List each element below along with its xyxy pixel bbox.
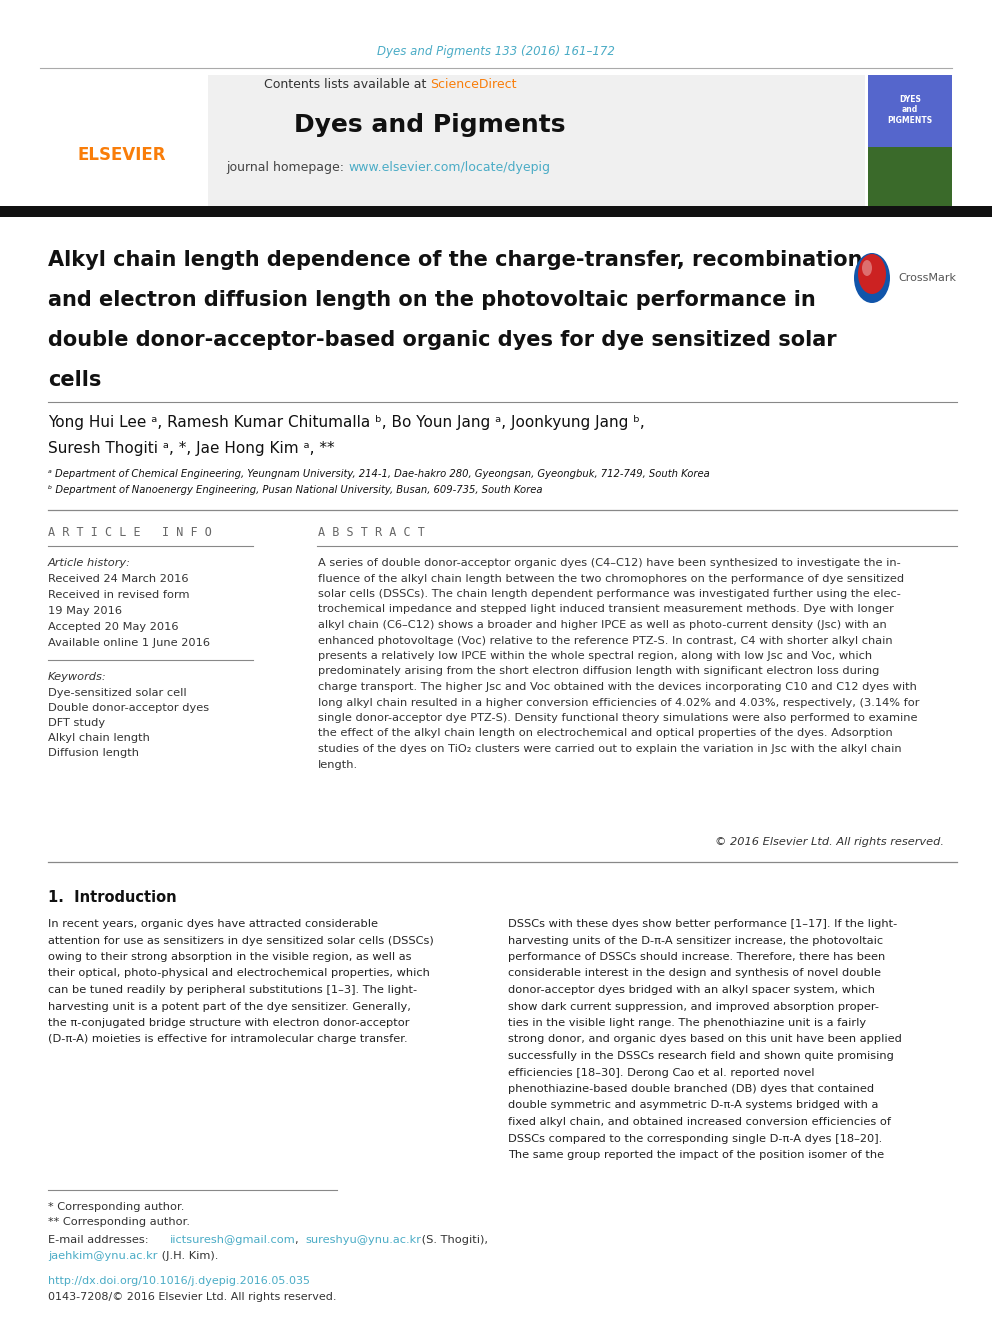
Text: the effect of the alkyl chain length on electrochemical and optical properties o: the effect of the alkyl chain length on … <box>318 729 893 738</box>
Text: sureshyu@ynu.ac.kr: sureshyu@ynu.ac.kr <box>305 1234 421 1245</box>
Text: length.: length. <box>318 759 358 770</box>
Text: In recent years, organic dyes have attracted considerable: In recent years, organic dyes have attra… <box>48 919 378 929</box>
Text: Suresh Thogiti ᵃ, *, Jae Hong Kim ᵃ, **: Suresh Thogiti ᵃ, *, Jae Hong Kim ᵃ, ** <box>48 441 334 455</box>
Text: the π-conjugated bridge structure with electron donor-acceptor: the π-conjugated bridge structure with e… <box>48 1017 410 1028</box>
Text: ScienceDirect: ScienceDirect <box>430 78 517 91</box>
Text: harvesting units of the D-π-A sensitizer increase, the photovoltaic: harvesting units of the D-π-A sensitizer… <box>508 935 883 946</box>
Text: performance of DSSCs should increase. Therefore, there has been: performance of DSSCs should increase. Th… <box>508 953 885 962</box>
Text: show dark current suppression, and improved absorption proper-: show dark current suppression, and impro… <box>508 1002 879 1012</box>
Text: E-mail addresses:: E-mail addresses: <box>48 1234 152 1245</box>
FancyBboxPatch shape <box>40 75 208 206</box>
Text: (S. Thogiti),: (S. Thogiti), <box>418 1234 488 1245</box>
Text: their optical, photo-physical and electrochemical properties, which: their optical, photo-physical and electr… <box>48 968 430 979</box>
Text: Contents lists available at: Contents lists available at <box>264 78 430 91</box>
Text: can be tuned readily by peripheral substitutions [1–3]. The light-: can be tuned readily by peripheral subst… <box>48 986 417 995</box>
Text: solar cells (DSSCs). The chain length dependent performance was investigated fur: solar cells (DSSCs). The chain length de… <box>318 589 901 599</box>
Text: (D-π-A) moieties is effective for intramolecular charge transfer.: (D-π-A) moieties is effective for intram… <box>48 1035 408 1044</box>
Text: strong donor, and organic dyes based on this unit have been applied: strong donor, and organic dyes based on … <box>508 1035 902 1044</box>
Text: DSSCs with these dyes show better performance [1–17]. If the light-: DSSCs with these dyes show better perfor… <box>508 919 897 929</box>
Text: DYES
and
PIGMENTS: DYES and PIGMENTS <box>888 95 932 124</box>
Text: owing to their strong absorption in the visible region, as well as: owing to their strong absorption in the … <box>48 953 412 962</box>
Text: harvesting unit is a potent part of the dye sensitizer. Generally,: harvesting unit is a potent part of the … <box>48 1002 411 1012</box>
Text: A series of double donor-acceptor organic dyes (C4–C12) have been synthesized to: A series of double donor-acceptor organi… <box>318 558 901 568</box>
Text: CrossMark: CrossMark <box>898 273 956 283</box>
Text: http://dx.doi.org/10.1016/j.dyepig.2016.05.035: http://dx.doi.org/10.1016/j.dyepig.2016.… <box>48 1275 310 1286</box>
Text: Received 24 March 2016: Received 24 March 2016 <box>48 574 188 583</box>
Text: ** Corresponding author.: ** Corresponding author. <box>48 1217 190 1226</box>
Text: considerable interest in the design and synthesis of novel double: considerable interest in the design and … <box>508 968 881 979</box>
Text: fixed alkyl chain, and obtained increased conversion efficiencies of: fixed alkyl chain, and obtained increase… <box>508 1117 891 1127</box>
Text: predominately arising from the short electron diffusion length with significant : predominately arising from the short ele… <box>318 667 879 676</box>
Text: jaehkim@ynu.ac.kr: jaehkim@ynu.ac.kr <box>48 1252 158 1261</box>
Ellipse shape <box>854 253 890 303</box>
Text: journal homepage:: journal homepage: <box>226 161 348 175</box>
Text: ELSEVIER: ELSEVIER <box>77 146 167 164</box>
Text: 19 May 2016: 19 May 2016 <box>48 606 122 617</box>
Text: double donor-acceptor-based organic dyes for dye sensitized solar: double donor-acceptor-based organic dyes… <box>48 329 836 351</box>
Text: charge transport. The higher Jsc and Voc obtained with the devices incorporating: charge transport. The higher Jsc and Voc… <box>318 681 917 692</box>
Text: cells: cells <box>48 370 101 390</box>
Text: Keywords:: Keywords: <box>48 672 107 681</box>
Text: enhanced photovoltage (Voc) relative to the reference PTZ-S. In contrast, C4 wit: enhanced photovoltage (Voc) relative to … <box>318 635 893 646</box>
Text: Received in revised form: Received in revised form <box>48 590 189 601</box>
FancyBboxPatch shape <box>868 75 952 206</box>
Text: Accepted 20 May 2016: Accepted 20 May 2016 <box>48 622 179 632</box>
Text: Dyes and Pigments 133 (2016) 161–172: Dyes and Pigments 133 (2016) 161–172 <box>377 45 615 58</box>
Text: iictsuresh@gmail.com: iictsuresh@gmail.com <box>170 1234 296 1245</box>
Text: 0143-7208/© 2016 Elsevier Ltd. All rights reserved.: 0143-7208/© 2016 Elsevier Ltd. All right… <box>48 1293 336 1302</box>
Text: DFT study: DFT study <box>48 718 105 728</box>
Text: (J.H. Kim).: (J.H. Kim). <box>158 1252 218 1261</box>
Text: efficiencies [18–30]. Derong Cao et al. reported novel: efficiencies [18–30]. Derong Cao et al. … <box>508 1068 814 1077</box>
Text: attention for use as sensitizers in dye sensitized solar cells (DSSCs): attention for use as sensitizers in dye … <box>48 935 434 946</box>
Text: single donor-acceptor dye PTZ-S). Density functional theory simulations were als: single donor-acceptor dye PTZ-S). Densit… <box>318 713 918 722</box>
Text: DSSCs compared to the corresponding single D-π-A dyes [18–20].: DSSCs compared to the corresponding sing… <box>508 1134 882 1143</box>
Ellipse shape <box>862 261 872 277</box>
Text: double symmetric and asymmetric D-π-A systems bridged with a: double symmetric and asymmetric D-π-A sy… <box>508 1101 878 1110</box>
Text: The same group reported the impact of the position isomer of the: The same group reported the impact of th… <box>508 1150 884 1160</box>
Text: Diffusion length: Diffusion length <box>48 747 139 758</box>
Ellipse shape <box>858 254 886 294</box>
Text: ᵇ Department of Nanoenergy Engineering, Pusan National University, Busan, 609-73: ᵇ Department of Nanoenergy Engineering, … <box>48 486 543 495</box>
FancyBboxPatch shape <box>868 147 952 206</box>
Text: Dye-sensitized solar cell: Dye-sensitized solar cell <box>48 688 186 699</box>
Text: and electron diffusion length on the photovoltaic performance in: and electron diffusion length on the pho… <box>48 290 815 310</box>
Text: Article history:: Article history: <box>48 558 131 568</box>
Text: Double donor-acceptor dyes: Double donor-acceptor dyes <box>48 703 209 713</box>
Text: long alkyl chain resulted in a higher conversion efficiencies of 4.02% and 4.03%: long alkyl chain resulted in a higher co… <box>318 697 920 708</box>
Text: A B S T R A C T: A B S T R A C T <box>318 527 425 540</box>
Text: * Corresponding author.: * Corresponding author. <box>48 1203 185 1212</box>
Text: ,: , <box>295 1234 303 1245</box>
Text: presents a relatively low IPCE within the whole spectral region, along with low : presents a relatively low IPCE within th… <box>318 651 872 662</box>
Text: ties in the visible light range. The phenothiazine unit is a fairly: ties in the visible light range. The phe… <box>508 1017 866 1028</box>
FancyBboxPatch shape <box>0 206 992 217</box>
Text: 1.  Introduction: 1. Introduction <box>48 890 177 905</box>
Text: successfully in the DSSCs research field and shown quite promising: successfully in the DSSCs research field… <box>508 1050 894 1061</box>
Text: © 2016 Elsevier Ltd. All rights reserved.: © 2016 Elsevier Ltd. All rights reserved… <box>715 837 944 847</box>
Text: fluence of the alkyl chain length between the two chromophores on the performanc: fluence of the alkyl chain length betwee… <box>318 573 904 583</box>
Text: ᵃ Department of Chemical Engineering, Yeungnam University, 214-1, Dae-hakro 280,: ᵃ Department of Chemical Engineering, Ye… <box>48 468 709 479</box>
Text: phenothiazine-based double branched (DB) dyes that contained: phenothiazine-based double branched (DB)… <box>508 1084 874 1094</box>
Text: alkyl chain (C6–C12) shows a broader and higher IPCE as well as photo-current de: alkyl chain (C6–C12) shows a broader and… <box>318 620 887 630</box>
FancyBboxPatch shape <box>40 75 865 206</box>
Text: Alkyl chain length dependence of the charge-transfer, recombination: Alkyl chain length dependence of the cha… <box>48 250 862 270</box>
Text: Dyes and Pigments: Dyes and Pigments <box>295 112 565 138</box>
Text: Alkyl chain length: Alkyl chain length <box>48 733 150 744</box>
Text: trochemical impedance and stepped light induced transient measurement methods. D: trochemical impedance and stepped light … <box>318 605 894 614</box>
Text: donor-acceptor dyes bridged with an alkyl spacer system, which: donor-acceptor dyes bridged with an alky… <box>508 986 875 995</box>
Text: Yong Hui Lee ᵃ, Ramesh Kumar Chitumalla ᵇ, Bo Youn Jang ᵃ, Joonkyung Jang ᵇ,: Yong Hui Lee ᵃ, Ramesh Kumar Chitumalla … <box>48 414 645 430</box>
Text: www.elsevier.com/locate/dyepig: www.elsevier.com/locate/dyepig <box>348 161 550 175</box>
Text: studies of the dyes on TiO₂ clusters were carried out to explain the variation i: studies of the dyes on TiO₂ clusters wer… <box>318 744 902 754</box>
Text: Available online 1 June 2016: Available online 1 June 2016 <box>48 638 210 648</box>
Text: A R T I C L E   I N F O: A R T I C L E I N F O <box>48 527 212 540</box>
